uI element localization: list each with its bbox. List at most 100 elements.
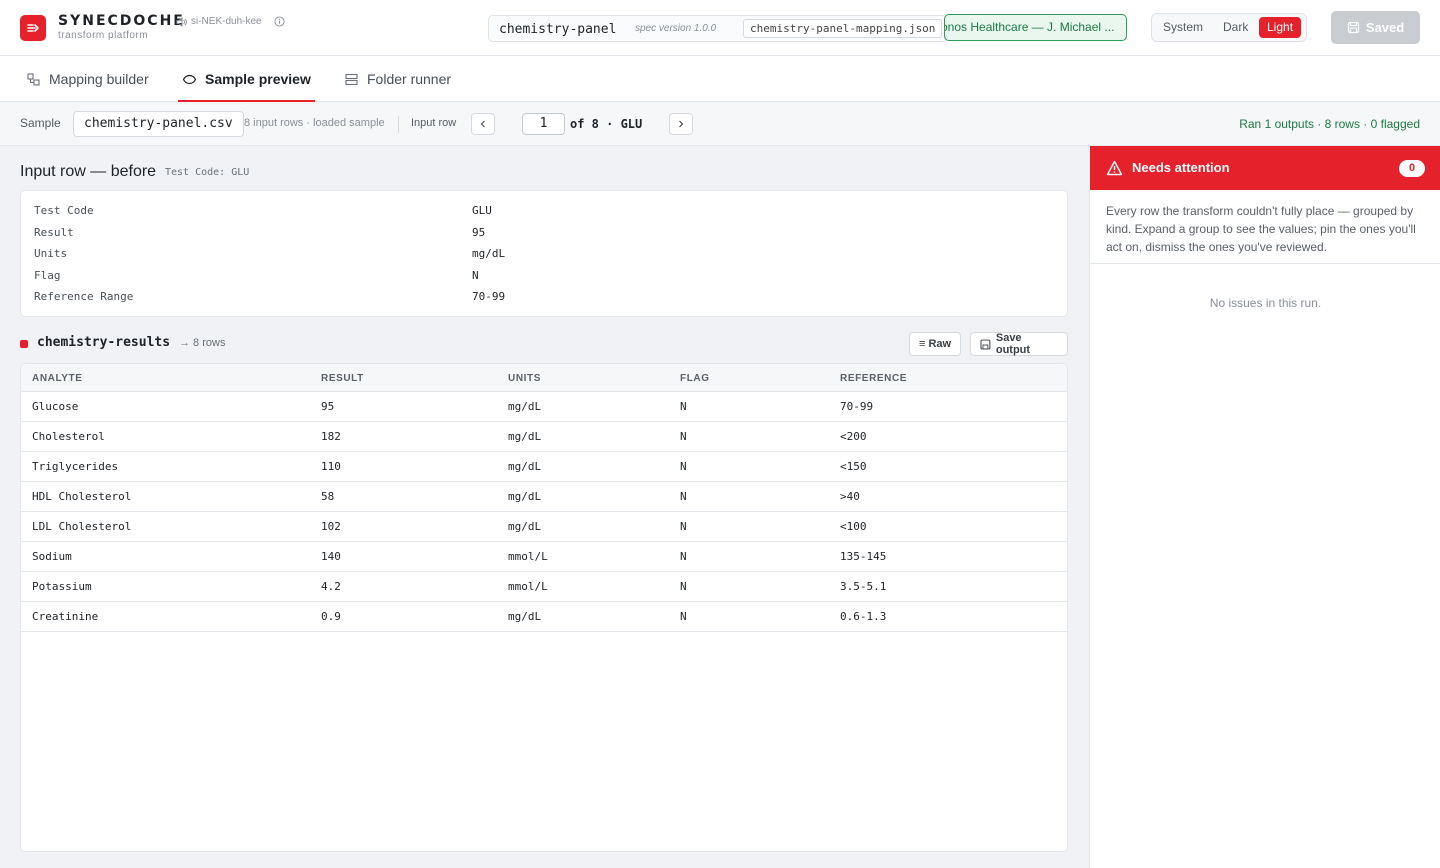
cell-reference: 135-145 [840, 550, 887, 563]
attention-description: Every row the transform couldn't fully p… [1106, 204, 1416, 254]
sample-note: 8 input rows · loaded sample [244, 117, 385, 129]
sample-file-select[interactable]: chemistry-panel.csv [73, 111, 244, 137]
tab-label: Mapping builder [49, 71, 149, 87]
pronunciation[interactable]: si-NEK-duh-kee [176, 16, 285, 27]
table-header: ANALYTE RESULT UNITS FLAG REFERENCE [21, 364, 1067, 392]
cell-analyte: HDL Cholesterol [32, 490, 132, 503]
mapping-file-chip[interactable]: chemistry-panel-mapping.json [743, 19, 943, 38]
save-output-button[interactable]: Save output [970, 332, 1068, 356]
next-row-button[interactable] [669, 113, 693, 135]
input-field-row: Units mg/dL [34, 247, 1054, 263]
theme-light-button[interactable]: Light [1259, 17, 1302, 38]
brand-subtitle: transform platform [58, 30, 149, 41]
run-summary: Ran 1 outputs · 8 rows · 0 flagged [1239, 117, 1420, 131]
input-row-card: Test Code GLU Result 95 Units mg/dL Flag… [20, 190, 1068, 317]
table-row[interactable]: Sodium 140 mmol/L N 135-145 [21, 542, 1067, 572]
column-header-analyte[interactable]: ANALYTE [32, 373, 83, 384]
cell-reference: >40 [840, 490, 860, 503]
cell-units: mg/dL [508, 430, 542, 443]
attention-title: Needs attention [1132, 160, 1230, 175]
tab-sample-preview[interactable]: Sample preview [178, 56, 315, 102]
cell-units: mg/dL [508, 460, 542, 473]
toolbar-divider [398, 116, 399, 133]
field-key: Result [34, 226, 74, 239]
cell-units: mmol/L [508, 550, 548, 563]
spec-version: spec version 1.0.0 [635, 23, 717, 34]
cell-flag: N [680, 550, 687, 563]
attention-header[interactable]: Needs attention 0 [1090, 146, 1440, 190]
input-row-title: Input row — before [20, 163, 157, 180]
table-row[interactable]: Cholesterol 182 mg/dL N <200 [21, 422, 1067, 452]
raw-button[interactable]: ≡ Raw [909, 332, 962, 356]
cell-units: mg/dL [508, 400, 542, 413]
theme-system-button[interactable]: System [1163, 20, 1204, 34]
save-icon [1347, 21, 1359, 34]
table-row[interactable]: Potassium 4.2 mmol/L N 3.5-5.1 [21, 572, 1067, 602]
save-output-label: Save output [995, 332, 1031, 356]
tab-folder-runner[interactable]: Folder runner [340, 56, 455, 102]
cell-result: 140 [321, 550, 341, 563]
eye-icon [182, 74, 197, 84]
arrow-right-icon [27, 24, 39, 32]
cell-reference: <150 [840, 460, 867, 473]
customer-label: Kronos Healthcare — J. Michael ... [944, 20, 1115, 34]
cell-analyte: Creatinine [32, 610, 99, 623]
cell-result: 102 [321, 520, 341, 533]
main-tabs: Mapping builder Sample preview Folder ru… [0, 56, 1440, 102]
cell-reference: 3.5-5.1 [840, 580, 887, 593]
no-issues-message: No issues in this run. [1209, 296, 1322, 310]
cell-analyte: Potassium [32, 580, 92, 593]
tab-label: Folder runner [367, 71, 452, 87]
cell-flag: N [680, 610, 687, 623]
column-header-reference[interactable]: REFERENCE [840, 373, 908, 384]
tab-label: Sample preview [205, 71, 311, 87]
input-field-row: Test Code GLU [34, 204, 1054, 220]
attention-divider [1090, 263, 1440, 264]
cell-units: mg/dL [508, 610, 542, 623]
table-row[interactable]: Glucose 95 mg/dL N 70-99 [21, 392, 1067, 422]
cell-reference: 70-99 [840, 400, 874, 413]
cell-reference: 0.6-1.3 [840, 610, 887, 623]
field-value: 95 [472, 226, 486, 239]
saved-button[interactable]: Saved [1331, 11, 1420, 44]
field-key: Reference Range [34, 290, 134, 303]
output-color-dot [20, 340, 28, 348]
cell-reference: <100 [840, 520, 867, 533]
field-value: GLU [472, 204, 492, 217]
table-row[interactable]: HDL Cholesterol 58 mg/dL N >40 [21, 482, 1067, 512]
spec-name: chemistry-panel [499, 22, 617, 37]
cell-units: mg/dL [508, 520, 542, 533]
prev-row-button[interactable] [471, 113, 495, 135]
input-row-subtitle: Test Code: GLU [165, 167, 250, 178]
column-header-result[interactable]: RESULT [321, 373, 364, 384]
cell-flag: N [680, 460, 687, 473]
cell-flag: N [680, 580, 687, 593]
cell-result: 4.2 [321, 580, 341, 593]
theme-dark-button[interactable]: Dark [1223, 20, 1249, 34]
row-number-input[interactable]: 1 [522, 113, 565, 135]
saved-label: Saved [1365, 20, 1405, 35]
spec-selector[interactable]: chemistry-panel spec version 1.0.0 chemi… [488, 15, 948, 42]
attention-panel: Needs attention 0 Every row the transfor… [1089, 146, 1440, 868]
attention-count-badge: 0 [1399, 160, 1425, 177]
server-icon [345, 73, 358, 85]
field-value: 70-99 [472, 290, 506, 303]
cell-analyte: Cholesterol [32, 430, 105, 443]
warning-icon [1106, 160, 1123, 176]
customer-chip[interactable]: Kronos Healthcare — J. Michael ... [944, 14, 1127, 41]
output-table: ANALYTE RESULT UNITS FLAG REFERENCE Gluc… [20, 363, 1068, 852]
table-row[interactable]: Triglycerides 110 mg/dL N <150 [21, 452, 1067, 482]
cell-analyte: Glucose [32, 400, 79, 413]
output-header: chemistry-results → 8 rows ≡ Raw Save ou… [20, 332, 1068, 358]
cell-flag: N [680, 400, 687, 413]
column-header-units[interactable]: UNITS [508, 373, 541, 384]
output-row-count: → 8 rows [179, 337, 226, 349]
column-header-flag[interactable]: FLAG [680, 373, 710, 384]
tab-mapping-builder[interactable]: Mapping builder [22, 56, 153, 102]
cell-analyte: LDL Cholesterol [32, 520, 132, 533]
table-row[interactable]: LDL Cholesterol 102 mg/dL N <100 [21, 512, 1067, 542]
table-row[interactable]: Creatinine 0.9 mg/dL N 0.6-1.3 [21, 602, 1067, 632]
cell-flag: N [680, 520, 687, 533]
cell-analyte: Sodium [32, 550, 72, 563]
field-key: Test Code [34, 204, 94, 217]
